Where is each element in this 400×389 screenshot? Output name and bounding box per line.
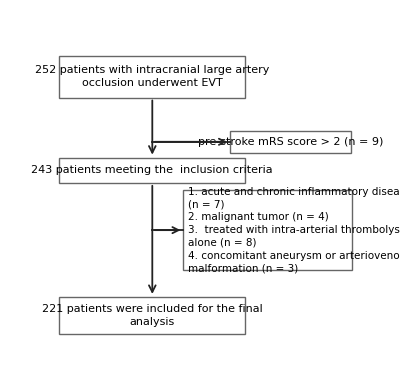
Text: pre-stroke mRS score > 2 (n = 9): pre-stroke mRS score > 2 (n = 9) xyxy=(198,137,383,147)
Text: 252 patients with intracranial large artery
occlusion underwent EVT: 252 patients with intracranial large art… xyxy=(35,65,270,88)
Text: 221 patients were included for the final
analysis: 221 patients were included for the final… xyxy=(42,304,263,327)
Text: 1. acute and chronic inflammatory diseases
(n = 7)
2. malignant tumor (n = 4)
3.: 1. acute and chronic inflammatory diseas… xyxy=(188,187,400,273)
FancyBboxPatch shape xyxy=(59,297,245,334)
FancyBboxPatch shape xyxy=(230,131,351,153)
FancyBboxPatch shape xyxy=(59,158,245,183)
FancyBboxPatch shape xyxy=(59,56,245,98)
Text: 243 patients meeting the  inclusion criteria: 243 patients meeting the inclusion crite… xyxy=(32,165,273,175)
FancyBboxPatch shape xyxy=(183,191,352,270)
